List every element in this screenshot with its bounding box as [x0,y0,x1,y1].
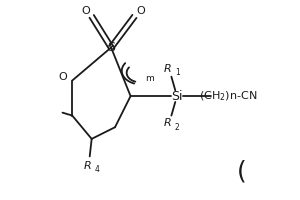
Text: 1: 1 [175,68,180,77]
Text: (CH$_2$)n-CN: (CH$_2$)n-CN [199,89,257,103]
Text: Si: Si [172,90,183,103]
Text: 2: 2 [175,123,180,132]
Text: 4: 4 [95,166,100,174]
Text: O: O [136,6,145,16]
Text: m: m [146,74,154,83]
Text: R: R [164,64,171,74]
Text: O: O [82,6,90,16]
Text: (: ( [236,160,246,184]
Text: S: S [107,41,115,54]
Text: O: O [58,72,67,82]
Text: R: R [84,161,92,171]
Text: R: R [164,118,171,128]
